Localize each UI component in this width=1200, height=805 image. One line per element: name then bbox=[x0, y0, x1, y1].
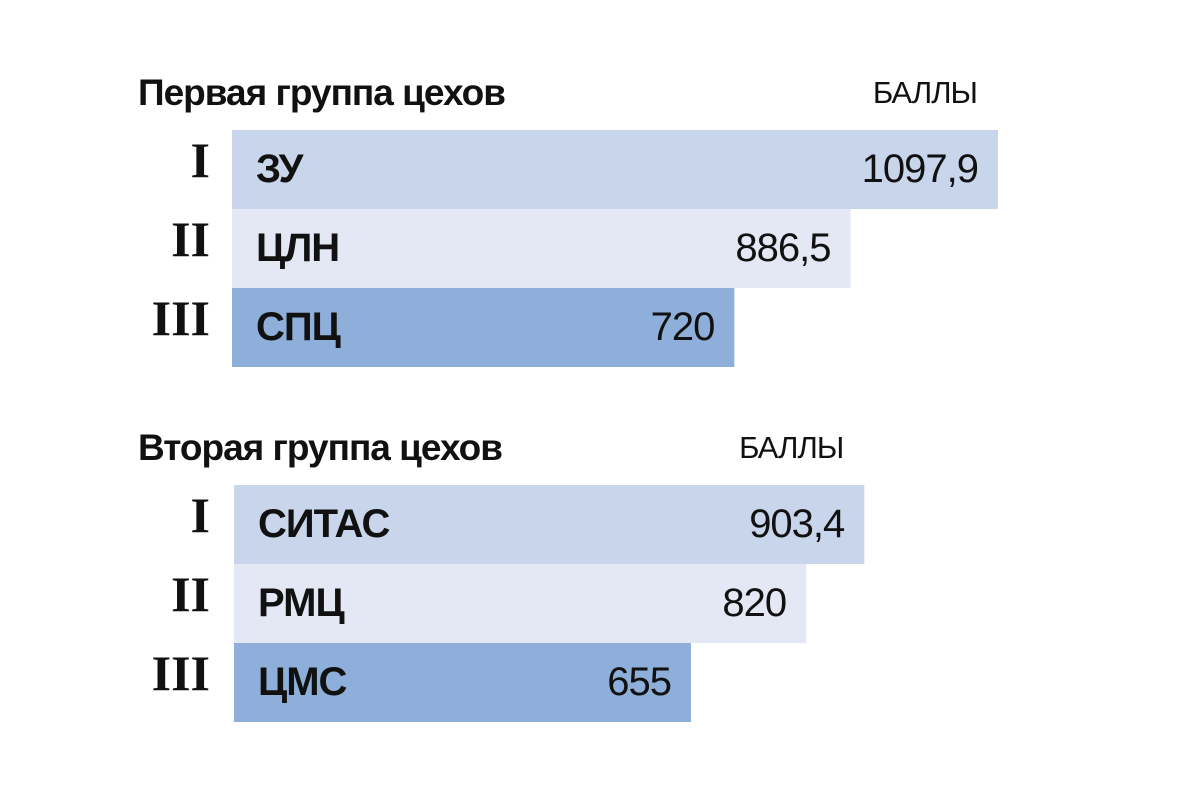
category-label: ЦЛН bbox=[256, 226, 339, 270]
rank-label: I bbox=[191, 132, 210, 188]
bar bbox=[232, 288, 735, 367]
value-label: 903,4 bbox=[749, 502, 845, 546]
unit-label: БАЛЛЫ bbox=[873, 75, 977, 110]
rank-label: III bbox=[152, 290, 210, 346]
bar bbox=[234, 564, 807, 643]
unit-label: БАЛЛЫ bbox=[739, 430, 843, 465]
rank-label: III bbox=[152, 645, 210, 701]
rank-label: I bbox=[191, 487, 210, 543]
category-label: СИТАС bbox=[258, 502, 389, 546]
group-title: Первая группа цехов bbox=[138, 72, 505, 113]
category-label: ЦМС bbox=[258, 660, 347, 704]
rank-label: II bbox=[171, 211, 210, 267]
value-label: 655 bbox=[607, 660, 671, 704]
bar bbox=[232, 130, 998, 209]
category-label: ЗУ bbox=[256, 147, 305, 191]
category-label: СПЦ bbox=[256, 305, 341, 349]
bar bbox=[232, 209, 851, 288]
category-label: РМЦ bbox=[258, 581, 344, 625]
bar bbox=[234, 485, 865, 564]
rank-label: II bbox=[171, 566, 210, 622]
value-label: 820 bbox=[722, 581, 786, 625]
value-label: 1097,9 bbox=[862, 147, 978, 191]
value-label: 720 bbox=[651, 305, 715, 349]
group-title: Вторая группа цехов bbox=[138, 427, 502, 468]
bar bbox=[234, 643, 691, 722]
value-label: 886,5 bbox=[735, 226, 830, 270]
